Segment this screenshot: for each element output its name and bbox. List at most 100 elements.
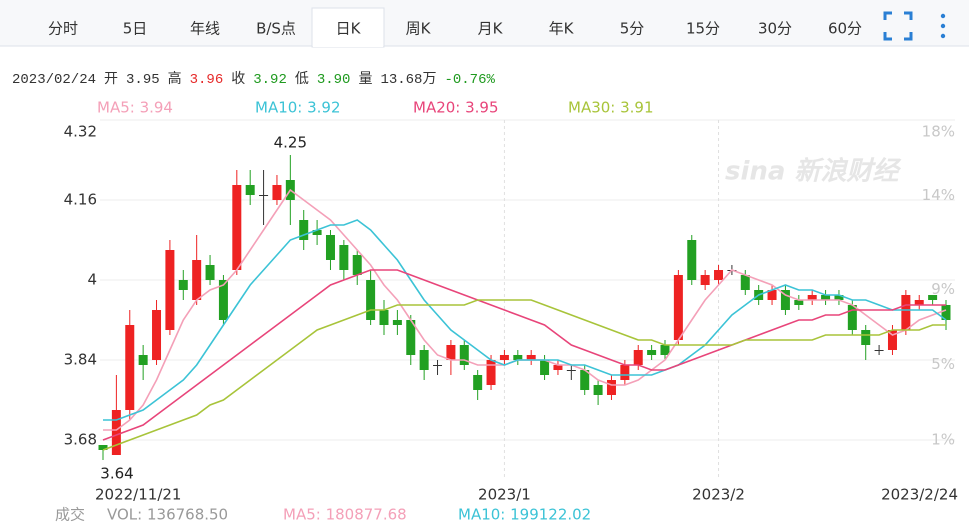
tab[interactable]: 60分 [828, 20, 862, 38]
y2-tick-label: 5% [931, 355, 955, 373]
candle-body [513, 355, 523, 360]
legend-entry: MA10: 3.92 [255, 99, 341, 117]
candle-body [526, 355, 536, 360]
quote-value: 13.68万 [380, 72, 436, 88]
candle-body [111, 410, 121, 455]
candle-body [125, 325, 135, 410]
ma-line [103, 188, 947, 431]
candle-body [259, 195, 269, 196]
fullscreen-glyph [883, 11, 913, 41]
candle-body [218, 280, 228, 320]
candle-body [593, 385, 603, 395]
volume-title: 成交 [55, 506, 85, 524]
y2-tick-label: 9% [931, 280, 955, 298]
candle-body [566, 370, 576, 371]
candle-body [914, 300, 924, 305]
candle-body [379, 310, 389, 325]
tab[interactable]: 月K [478, 20, 504, 38]
menu-icon[interactable] [940, 13, 946, 39]
candle-body [673, 275, 683, 340]
tab[interactable]: B/S点 [256, 20, 296, 38]
quote-value: 3.95 [126, 72, 160, 88]
candle-body [165, 250, 175, 330]
quote-label: 开 [104, 72, 118, 88]
tab[interactable]: 15分 [686, 20, 720, 38]
tab[interactable]: 周K [406, 20, 432, 38]
candle-body [473, 375, 483, 390]
ma-line [102, 299, 946, 451]
candle-body [580, 370, 590, 390]
menu-dot [940, 33, 946, 39]
candle-body [299, 220, 309, 240]
candle-body [366, 280, 376, 320]
legend-entry: MA20: 3.95 [413, 99, 499, 117]
menu-dot [940, 23, 946, 29]
tab[interactable]: 5日 [123, 20, 148, 38]
candle-body [232, 185, 242, 270]
candle-body [861, 330, 871, 345]
quote-date: 2023/02/24 [12, 72, 96, 88]
candle-body [245, 185, 255, 195]
quote-value: 3.92 [253, 72, 287, 88]
tab-bar [0, 0, 969, 46]
quote-change: -0.76% [444, 72, 495, 88]
x-tick-label: 2023/1 [478, 486, 531, 504]
candle-body [499, 355, 509, 360]
candle-body [780, 290, 790, 310]
fullscreen-icon[interactable] [883, 11, 913, 41]
tab[interactable]: 5分 [620, 20, 645, 38]
candle-body [446, 345, 456, 360]
y-tick-label: 3.68 [64, 431, 97, 449]
legend-entry: MA5: 3.94 [97, 99, 173, 117]
tab[interactable]: 年线 [190, 20, 220, 38]
y2-tick-label: 14% [922, 186, 955, 204]
min-label: 3.64 [100, 465, 133, 483]
candle-body [874, 350, 884, 351]
tab[interactable]: 日K [336, 20, 362, 38]
y2-tick-label: 1% [931, 431, 955, 449]
grid: 3.68 3.84 4 4.16 4.32 18% 14% 9% 5% 1% 2022/11/21 2… [64, 119, 958, 504]
candle-body [138, 355, 148, 365]
candle-body [620, 365, 630, 380]
candle-body [807, 295, 817, 300]
candle-body [821, 295, 831, 300]
candle-body [352, 255, 362, 275]
candle-body [606, 380, 616, 395]
quote-header: 2023/02/24 开 3.95 高 3.96 收 3.92 低 3.90 量 13.68万 -0.… [12, 70, 495, 88]
candle-body [312, 230, 322, 235]
candle-body [901, 295, 911, 330]
candle-body [392, 320, 402, 325]
candle-body [941, 305, 951, 320]
candle-body [633, 350, 643, 365]
volume-footer: 成交 VOL: 136768.50 MA5: 180877.68 MA10: 1991… [55, 506, 591, 524]
ma-line [103, 219, 947, 421]
candle-body [192, 260, 202, 300]
candle-body [714, 270, 724, 280]
plot: 4.25 3.64 [98, 134, 951, 483]
y-tick-label: 4 [87, 271, 97, 289]
candle-body [834, 295, 844, 300]
x-tick-label: 2022/11/21 [95, 486, 181, 504]
volume-stat: MA10: 199122.02 [458, 506, 591, 524]
tab[interactable]: 年K [549, 20, 575, 38]
candle-body [325, 235, 335, 260]
candle-body [98, 445, 108, 450]
tab[interactable]: 30分 [758, 20, 792, 38]
candle-body [406, 320, 416, 355]
y-tick-label: 4.16 [64, 191, 97, 209]
candle-body [433, 365, 443, 366]
y-tick-label: 3.84 [64, 351, 97, 369]
tab[interactable]: 分时 [48, 20, 78, 38]
watermark: sina 新浪财经 [725, 157, 901, 187]
candle-body [272, 185, 282, 200]
menu-dot [940, 13, 946, 19]
quote-value: 3.96 [190, 72, 224, 88]
candle-body [660, 345, 670, 355]
candle-body [178, 280, 188, 290]
legend-entry: MA30: 3.91 [568, 99, 654, 117]
y-tick-label: 4.32 [64, 123, 97, 141]
quote-value: 3.90 [317, 72, 351, 88]
candle-body [847, 305, 857, 330]
quote-label: 量 [358, 71, 372, 88]
